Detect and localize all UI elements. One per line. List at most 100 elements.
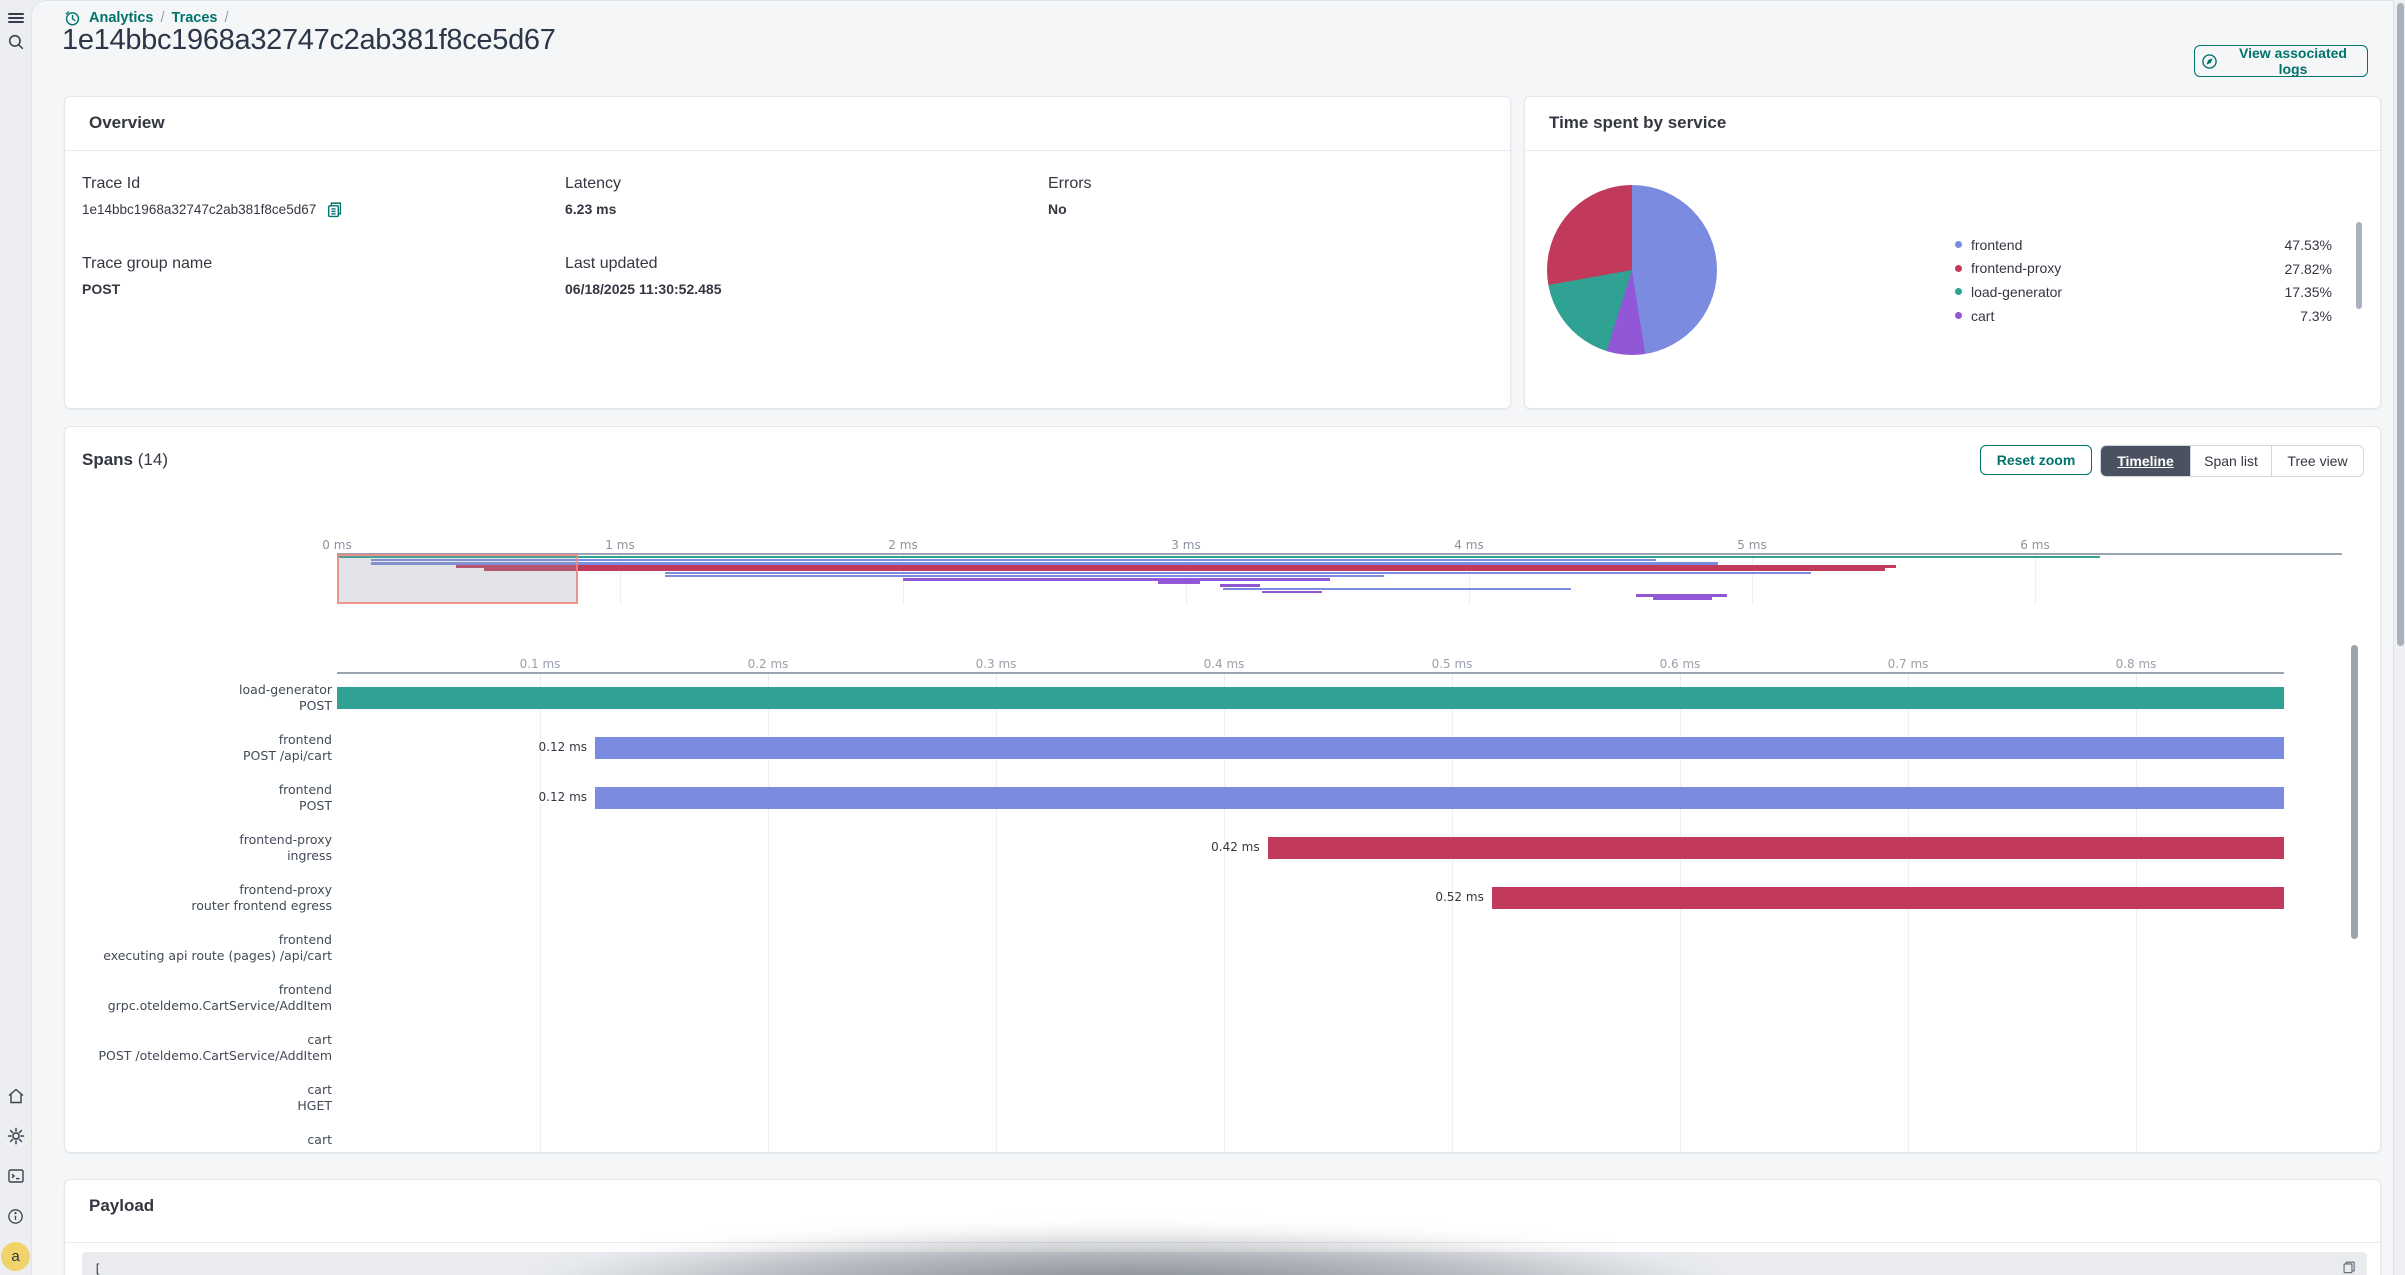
payload-panel: Payload [ <box>64 1179 2381 1275</box>
gantt-tick-label: 0.4 ms <box>1203 657 1245 671</box>
minimap-span-bar <box>1219 584 1260 588</box>
minimap-tick-label: 0 ms <box>322 538 352 552</box>
minimap-tick-label: 4 ms <box>1454 538 1484 552</box>
minimap-span-bar <box>337 555 2101 559</box>
minimap-span-bar <box>1635 593 1727 597</box>
minimap-span-bar <box>484 568 1885 572</box>
field-label: Trace group name <box>82 255 213 272</box>
legend-percent: 27.82% <box>2284 260 2332 277</box>
field-value-text: 6.23 ms <box>565 201 617 217</box>
breadcrumb-separator: / <box>160 10 165 26</box>
home-icon[interactable] <box>0 1080 31 1112</box>
minimap-tick-label: 3 ms <box>1171 538 1201 552</box>
minimap-span-bar <box>1652 597 1713 600</box>
gantt-gridline <box>768 672 769 1152</box>
minimap-tick-label: 1 ms <box>605 538 635 552</box>
legend-scrollbar[interactable] <box>2356 222 2362 309</box>
gantt-gridline <box>1680 672 1681 1152</box>
view-option-span-list[interactable]: Span list <box>2190 446 2271 476</box>
legend-dot <box>1955 312 1962 320</box>
page-scrollbar-track[interactable] <box>2393 0 2405 1275</box>
gantt-row-label: cart <box>307 1131 332 1147</box>
breadcrumb-link-analytics[interactable]: Analytics <box>89 10 154 26</box>
gantt-tick-label: 0.7 ms <box>1887 657 1929 671</box>
menu-icon[interactable] <box>0 2 31 34</box>
gantt-span-bar-frontend-proxy[interactable] <box>1491 886 2284 909</box>
gantt-gridline <box>2136 672 2137 1152</box>
field-value-text: 1e14bbc1968a32747c2ab381f8ce5d67 <box>82 202 317 217</box>
span-view-switcher: Timeline Span list Tree view <box>2100 445 2364 477</box>
minimap-span-bar <box>1222 587 1571 591</box>
gantt-tick-label: 0.2 ms <box>747 657 789 671</box>
user-avatar[interactable]: a <box>1 1242 30 1271</box>
span-duration-label: 0.12 ms <box>538 789 588 804</box>
legend-item-load-generator[interactable]: load-generator <box>1955 283 2062 300</box>
time-spent-pie-chart[interactable] <box>1547 185 1717 355</box>
gantt-row-label: cart HGET <box>297 1081 332 1113</box>
page-scrollbar-thumb[interactable] <box>2396 3 2404 646</box>
minimap-span-bar <box>665 574 1385 578</box>
payload-json-preview: [ <box>94 1262 102 1275</box>
reset-zoom-button[interactable]: Reset zoom <box>1980 445 2092 475</box>
gantt-span-bar-load-generator[interactable] <box>337 686 2284 709</box>
breadcrumb: Analytics / Traces / <box>64 9 236 27</box>
field-label: Last updated <box>565 255 658 272</box>
minimap-gridline <box>2035 553 2036 605</box>
field-value-text: 06/18/2025 11:30:52.485 <box>565 281 722 297</box>
field-value-text: No <box>1048 201 1067 217</box>
gantt-span-bar-frontend[interactable] <box>595 736 2284 759</box>
legend-label: load-generator <box>1971 283 2063 300</box>
gantt-row-label: frontend grpc.oteldemo.CartService/AddIt… <box>107 981 332 1013</box>
minimap-tick-label: 2 ms <box>888 538 918 552</box>
field-value: No <box>1048 201 1067 217</box>
view-associated-logs-label: View associated logs <box>2239 45 2347 77</box>
legend-dot <box>1955 264 1962 272</box>
settings-gear-icon[interactable] <box>0 1120 31 1152</box>
divider <box>65 1242 2380 1243</box>
view-associated-logs-button[interactable]: View associated logs <box>2194 45 2368 77</box>
field-value: 6.23 ms <box>565 201 616 217</box>
gantt-row-label: frontend-proxy router frontend egress <box>191 881 332 913</box>
gantt-row-label: load-generator POST <box>239 681 332 713</box>
gantt-span-bar-frontend[interactable] <box>595 786 2284 809</box>
view-option-timeline[interactable]: Timeline <box>2101 446 2190 476</box>
minimap-span-bar <box>370 558 1656 562</box>
span-duration-label: 0.42 ms <box>1211 839 1260 854</box>
info-icon[interactable] <box>0 1200 31 1232</box>
view-option-tree-view[interactable]: Tree view <box>2271 446 2363 476</box>
legend-item-frontend-proxy[interactable]: frontend-proxy <box>1955 260 2061 277</box>
legend-percent: 7.3% <box>2300 308 2332 325</box>
copy-payload-icon[interactable] <box>2341 1260 2355 1274</box>
trace-analytics-icon <box>64 10 81 27</box>
payload-code-block[interactable]: [ <box>82 1252 2367 1275</box>
minimap-axis-line <box>337 553 2342 555</box>
minimap-gridline <box>1752 553 1753 605</box>
legend-item-cart[interactable]: cart <box>1955 307 1994 324</box>
field-value-text: POST <box>82 281 121 297</box>
span-duration-label: 0.12 ms <box>538 739 588 754</box>
minimap-selection-window[interactable] <box>337 554 578 604</box>
gantt-span-bar-frontend-proxy[interactable] <box>1267 836 2284 859</box>
gantt-scrollbar[interactable] <box>2351 645 2358 939</box>
left-nav-rail: a <box>0 0 31 1275</box>
copy-trace-id-icon[interactable] <box>325 201 342 218</box>
breadcrumb-link-traces[interactable]: Traces <box>171 10 218 26</box>
minimap-span-bar <box>455 565 1897 568</box>
gantt-row-label: frontend-proxy ingress <box>239 831 332 863</box>
dev-tools-console-icon[interactable] <box>0 1160 31 1192</box>
gantt-gridline <box>540 672 541 1152</box>
spans-panel: Spans (14) Reset zoom Timeline Span list T… <box>64 426 2381 1153</box>
gantt-row-label: frontend POST <box>278 781 332 813</box>
search-icon[interactable] <box>0 26 31 58</box>
gantt-tick-label: 0.3 ms <box>975 657 1017 671</box>
legend-item-frontend[interactable]: frontend <box>1955 236 2022 253</box>
legend-dot <box>1955 241 1962 248</box>
gantt-gridline <box>1908 672 1909 1152</box>
gantt-tick-label: 0.8 ms <box>2115 657 2157 671</box>
gantt-row-label: frontend POST /api/cart <box>243 731 332 763</box>
minimap-span-bar <box>665 571 1812 575</box>
minimap-gridline <box>1469 553 1470 605</box>
legend-percent: 17.35% <box>2284 284 2332 301</box>
gantt-tick-label: 0.6 ms <box>1659 657 1701 671</box>
legend-percent: 47.53% <box>2284 237 2332 253</box>
